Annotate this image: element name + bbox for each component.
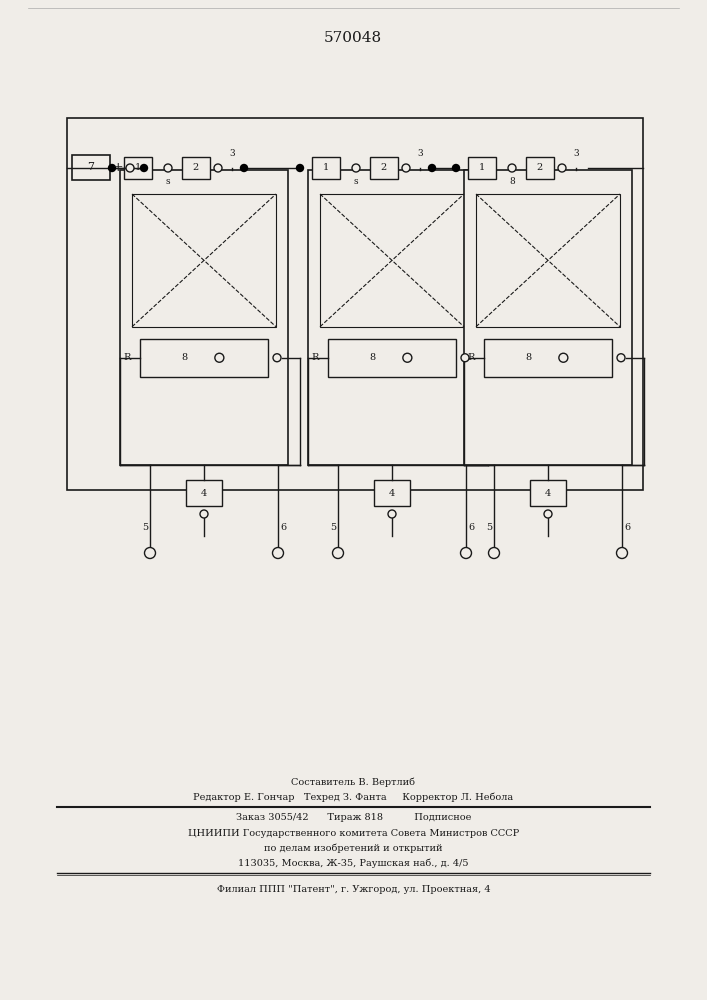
Circle shape [489, 548, 500, 558]
Text: 3: 3 [229, 149, 235, 158]
Text: 4: 4 [201, 488, 207, 497]
Circle shape [617, 354, 625, 362]
Text: ЦНИИПИ Государственного комитета Совета Министров СССР: ЦНИИПИ Государственного комитета Совета … [188, 828, 519, 838]
Text: по делам изобретений и открытий: по делам изобретений и открытий [264, 843, 443, 853]
Circle shape [558, 164, 566, 172]
Circle shape [452, 164, 460, 172]
Text: 3: 3 [573, 149, 579, 158]
Text: 8: 8 [526, 353, 532, 362]
Circle shape [352, 164, 360, 172]
Text: 1: 1 [479, 163, 485, 172]
Text: Заказ 3055/42      Тираж 818          Подписное: Заказ 3055/42 Тираж 818 Подписное [236, 812, 471, 822]
Circle shape [402, 164, 410, 172]
Circle shape [200, 510, 208, 518]
Circle shape [273, 354, 281, 362]
Bar [484, 339, 612, 377]
Text: 2: 2 [193, 163, 199, 172]
Circle shape [141, 164, 148, 172]
Circle shape [272, 548, 284, 558]
Text: +: + [112, 161, 123, 174]
Text: 3: 3 [417, 149, 423, 158]
Text: 5: 5 [330, 524, 336, 532]
Circle shape [240, 164, 247, 172]
Bar [182, 157, 210, 179]
Bar [72, 155, 110, 180]
Bar [67, 118, 643, 490]
Text: 6: 6 [468, 524, 474, 532]
Bar [468, 157, 496, 179]
Text: R: R [467, 353, 474, 362]
Text: 8: 8 [509, 178, 515, 186]
Circle shape [559, 353, 568, 362]
Circle shape [332, 548, 344, 558]
Bar [370, 157, 398, 179]
Circle shape [460, 548, 472, 558]
Bar [476, 194, 620, 327]
Circle shape [544, 510, 552, 518]
Circle shape [428, 164, 436, 172]
Bar [120, 170, 288, 465]
Text: 5: 5 [142, 524, 148, 532]
Text: s: s [165, 178, 170, 186]
Bar [320, 194, 464, 327]
Text: 2: 2 [381, 163, 387, 172]
Text: 8: 8 [370, 353, 376, 362]
Bar [140, 339, 268, 377]
Circle shape [461, 354, 469, 362]
Text: Редактор Е. Гончар   Техред З. Фанта     Корректор Л. Небола: Редактор Е. Гончар Техред З. Фанта Корре… [194, 792, 513, 802]
Circle shape [144, 548, 156, 558]
Circle shape [214, 164, 222, 172]
Circle shape [296, 164, 303, 172]
Bar [132, 194, 276, 327]
Text: 6: 6 [280, 524, 286, 532]
Bar [312, 157, 340, 179]
Text: s: s [354, 178, 358, 186]
Bar [124, 157, 152, 179]
Text: 6: 6 [624, 524, 630, 532]
Circle shape [164, 164, 172, 172]
Text: 4: 4 [545, 488, 551, 497]
Text: R: R [123, 353, 131, 362]
Text: 7: 7 [88, 162, 95, 172]
Bar [526, 157, 554, 179]
Circle shape [403, 353, 412, 362]
Text: 113035, Москва, Ж-35, Раушская наб., д. 4/5: 113035, Москва, Ж-35, Раушская наб., д. … [238, 858, 469, 868]
Circle shape [215, 353, 224, 362]
Text: 8: 8 [182, 353, 188, 362]
Bar [374, 480, 410, 506]
Bar [328, 339, 456, 377]
Circle shape [508, 164, 516, 172]
Bar [186, 480, 222, 506]
Text: Филиал ППП "Патент", г. Ужгород, ул. Проектная, 4: Филиал ППП "Патент", г. Ужгород, ул. Про… [216, 886, 491, 894]
Circle shape [617, 548, 628, 558]
Text: R: R [311, 353, 319, 362]
Circle shape [108, 164, 115, 172]
Text: Составитель В. Вертлиб: Составитель В. Вертлиб [291, 777, 416, 787]
Text: 5: 5 [486, 524, 492, 532]
Text: 2: 2 [537, 163, 543, 172]
Circle shape [388, 510, 396, 518]
Bar [308, 170, 476, 465]
Text: 1: 1 [135, 163, 141, 172]
Text: 4: 4 [389, 488, 395, 497]
Bar [464, 170, 632, 465]
Circle shape [126, 164, 134, 172]
Bar [530, 480, 566, 506]
Text: 1: 1 [323, 163, 329, 172]
Text: 570048: 570048 [324, 31, 382, 45]
